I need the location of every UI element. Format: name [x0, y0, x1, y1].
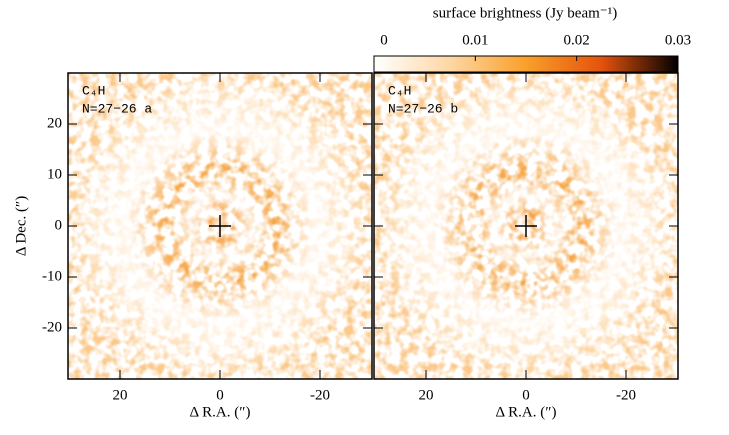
y-tick-label: 20: [47, 115, 62, 131]
y-tick-label: -10: [42, 268, 62, 284]
panel-title: C₄H: [388, 83, 411, 98]
x-axis-label: Δ R.A. (″): [190, 404, 251, 420]
x-tick-label: -20: [310, 387, 330, 403]
x-tick-label: 0: [522, 387, 530, 403]
y-axis-label: Δ Dec. (″): [13, 196, 29, 256]
colorbar-tick-label: 0: [380, 32, 388, 48]
emission-map: [374, 73, 678, 379]
colorbar-label: surface brightness (Jy beam⁻¹): [433, 5, 617, 21]
colorbar-tick-label: 0.02: [564, 32, 590, 48]
x-tick-label: 20: [113, 387, 128, 403]
panel-subtitle: N=27−26 b: [388, 101, 458, 116]
colorbar-tick-label: 0.03: [665, 32, 691, 48]
colorbar: [373, 55, 679, 73]
y-tick-label: 0: [55, 217, 63, 233]
y-tick-label: 10: [47, 166, 62, 182]
x-tick-label: 0: [216, 387, 224, 403]
x-axis-label: Δ R.A. (″): [496, 404, 557, 420]
colorbar-tick-label: 0.01: [462, 32, 488, 48]
panel-subtitle: N=27−26 a: [82, 101, 152, 116]
panel-title: C₄H: [82, 83, 105, 98]
x-tick-label: 20: [419, 387, 434, 403]
center-cross: [515, 215, 537, 237]
x-tick-label: -20: [616, 387, 636, 403]
center-cross: [209, 215, 231, 237]
y-tick-label: -20: [42, 319, 62, 335]
